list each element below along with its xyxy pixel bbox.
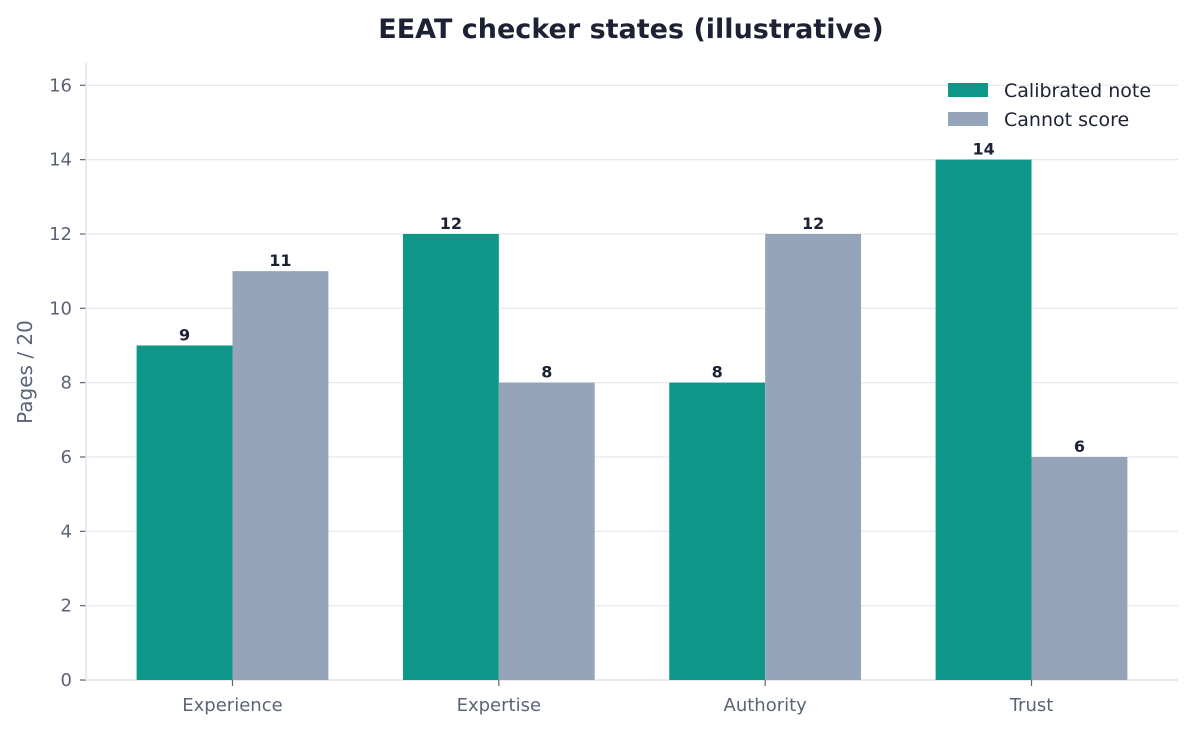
bars xyxy=(136,159,1128,681)
bar xyxy=(935,159,1032,680)
data-label: 12 xyxy=(802,214,824,233)
data-label: 14 xyxy=(972,140,994,159)
bar xyxy=(1031,456,1128,680)
data-label: 9 xyxy=(179,325,190,344)
data-label: 8 xyxy=(712,363,723,382)
chart-title: EEAT checker states (illustrative) xyxy=(378,14,883,45)
bar xyxy=(669,382,766,680)
bar xyxy=(136,345,233,680)
y-tick-label: 4 xyxy=(61,521,72,542)
legend: Calibrated note Cannot score xyxy=(948,80,1151,131)
x-tick-label: Authority xyxy=(724,695,808,716)
data-label: 12 xyxy=(440,214,462,233)
y-tick-label: 2 xyxy=(61,596,72,617)
bar xyxy=(402,233,499,681)
y-axis-label: Pages / 20 xyxy=(13,320,37,424)
legend-swatch xyxy=(948,83,988,97)
y-tick-label: 0 xyxy=(61,670,72,691)
data-labels: 9 11 12 8 8 12 14 6 xyxy=(179,140,1085,456)
data-label: 6 xyxy=(1074,437,1085,456)
x-tick-label: Experience xyxy=(182,695,282,716)
data-label: 11 xyxy=(269,251,291,270)
x-tick-label: Trust xyxy=(1009,695,1054,716)
legend-label: Cannot score xyxy=(1004,109,1129,131)
y-tick-label: 8 xyxy=(61,373,72,394)
y-tick-label: 6 xyxy=(61,447,72,468)
bar xyxy=(232,271,329,680)
legend-label: Calibrated note xyxy=(1004,80,1151,102)
y-tick-label: 10 xyxy=(49,298,72,319)
bar xyxy=(765,233,862,681)
data-label: 8 xyxy=(541,363,552,382)
y-tick-label: 12 xyxy=(49,224,72,245)
y-tick-label: 16 xyxy=(49,75,72,96)
x-tick-label: Expertise xyxy=(457,695,541,716)
legend-swatch xyxy=(948,112,988,126)
bar xyxy=(498,382,595,680)
y-tick-label: 14 xyxy=(49,150,72,171)
